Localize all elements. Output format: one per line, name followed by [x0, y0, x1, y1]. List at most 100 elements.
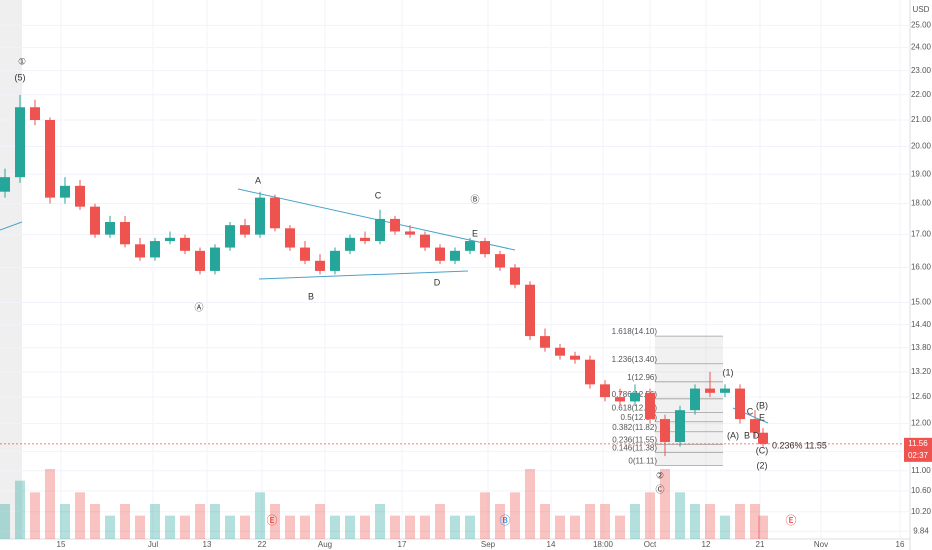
x-tick-label: Aug: [318, 540, 332, 549]
volume-bar: [135, 515, 145, 539]
candle-body: [735, 388, 745, 420]
volume-bar: [660, 469, 670, 539]
volume-bar: [405, 515, 415, 539]
countdown: 02:37: [908, 451, 929, 460]
last-price-box: [904, 437, 932, 462]
candle-body: [240, 225, 250, 235]
candle-body: [495, 254, 505, 268]
volume-bar: [375, 504, 385, 539]
x-tick-label: 12: [702, 540, 711, 549]
annotation: 0.236% 11.55: [772, 440, 827, 450]
x-tick-label: 18:00: [593, 540, 614, 549]
volume-bar: [0, 504, 10, 539]
y-tick-label: 13.80: [911, 343, 932, 352]
annotation: (B): [756, 400, 768, 410]
candle-body: [480, 241, 490, 255]
candle-body: [540, 336, 550, 348]
x-tick-label: Jul: [148, 540, 158, 549]
candle-body: [135, 244, 145, 258]
candle-body: [705, 388, 715, 393]
y-tick-label: 10.60: [911, 486, 932, 495]
price-axis-bg: [910, 0, 932, 550]
volume-bar: [735, 504, 745, 539]
candle-body: [195, 250, 205, 271]
candle-body: [660, 419, 670, 442]
volume-bar: [105, 515, 115, 539]
fib-label: 0.382(11.82): [612, 423, 657, 432]
volume-bar: [690, 504, 700, 539]
volume-bar: [675, 492, 685, 539]
volume-bar: [758, 515, 768, 539]
volume-bar: [600, 504, 610, 539]
candle-body: [750, 419, 760, 433]
volume-bar: [225, 515, 235, 539]
trendline: [0, 221, 23, 231]
candle-body: [690, 388, 700, 411]
volume-bar: [255, 492, 265, 539]
volume-bar: [180, 515, 190, 539]
volume-bar: [300, 515, 310, 539]
annotation: Ⓔ: [786, 514, 797, 527]
y-tick-label: 19.00: [911, 169, 932, 178]
candle-body: [758, 432, 768, 444]
volume-bar: [390, 515, 400, 539]
candle-body: [435, 247, 445, 261]
annotation: Ⓑ: [470, 194, 479, 204]
y-tick-label: 10.20: [911, 507, 932, 516]
volume-bar: [30, 492, 40, 539]
volume-bar: [420, 515, 430, 539]
volume-bar: [750, 504, 760, 539]
candle-body: [210, 247, 220, 271]
candle-body: [150, 241, 160, 258]
candle-body: [405, 231, 415, 235]
candle-body: [300, 247, 310, 261]
y-tick-label: 17.00: [911, 230, 932, 239]
y-tick-label: 20.00: [911, 142, 932, 151]
candle-body: [0, 177, 10, 192]
fib-label: 1(12.96): [627, 373, 657, 382]
y-tick-label: 16.00: [911, 263, 932, 272]
volume-bar: [585, 504, 595, 539]
y-tick-label: 23.00: [911, 66, 932, 75]
candle-body: [615, 397, 625, 402]
volume-bar: [270, 504, 280, 539]
annotation: Ⓑ: [500, 514, 511, 527]
volume-bar: [540, 504, 550, 539]
volume-bar: [90, 504, 100, 539]
candle-body: [120, 222, 130, 245]
y-tick-label: 22.00: [911, 90, 932, 99]
currency: USD: [913, 5, 930, 14]
y-tick-label: 15.00: [911, 298, 932, 307]
last-price-label: 11.56: [908, 439, 928, 448]
annotation: ①: [18, 56, 26, 66]
annotation: E: [759, 412, 765, 422]
x-tick-label: 13: [203, 540, 212, 549]
volume-bar: [555, 515, 565, 539]
candle-body: [570, 355, 580, 360]
volume-bar: [570, 515, 580, 539]
candle-body: [420, 234, 430, 248]
x-tick-label: 14: [547, 540, 556, 549]
candle-body: [30, 107, 40, 121]
annotation: ②: [656, 470, 664, 480]
volume-bar: [465, 515, 475, 539]
x-tick-label: 17: [398, 540, 407, 549]
annotation: (1): [723, 367, 734, 377]
annotation: Ⓔ: [267, 514, 278, 527]
candle-body: [330, 250, 340, 271]
fib-label: 0.236(11.55): [612, 435, 657, 444]
candle-body: [375, 218, 385, 242]
candle-body: [270, 197, 280, 229]
volume-bar: [330, 515, 340, 539]
candle-body: [60, 185, 70, 198]
volume-bar: [480, 492, 490, 539]
x-tick-label: 16: [896, 540, 905, 549]
annotation: E: [472, 228, 478, 238]
candle-body: [465, 241, 475, 251]
annotation: B: [308, 291, 314, 301]
candle-body: [585, 359, 595, 385]
y-tick-label: 18.00: [911, 199, 932, 208]
volume-bar: [315, 504, 325, 539]
candle-body: [180, 237, 190, 251]
